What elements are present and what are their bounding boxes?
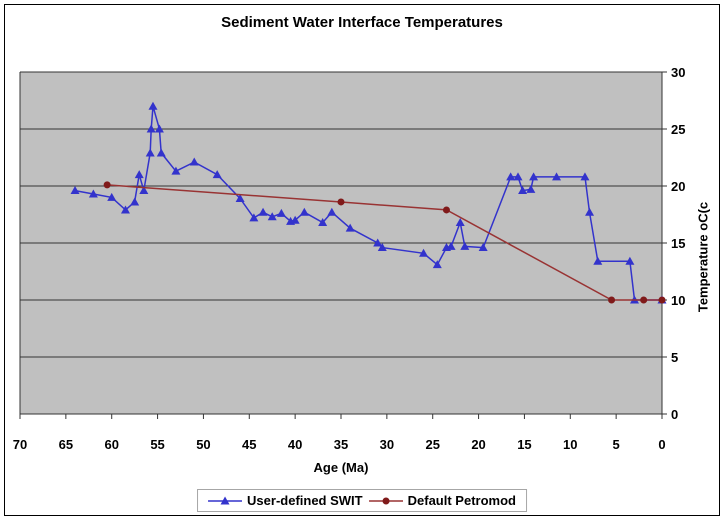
swit-triangle-marker [212,170,222,179]
swit-triangle-marker [518,186,528,195]
petromod-circle-marker [658,296,666,304]
x-tick-label: 60 [104,437,118,452]
petromod-circle-marker [337,198,345,206]
swit-triangle-marker [299,207,309,216]
x-tick-label: 50 [196,437,210,452]
x-tick-label: 25 [425,437,439,452]
legend-label-swit: User-defined SWIT [247,493,363,508]
petromod-line-circle-marker-icon [368,495,403,507]
x-tick-label: 40 [288,437,302,452]
swit-triangle-marker [460,241,470,250]
swit-triangle-marker [327,207,337,216]
legend-label-petromod: Default Petromod [407,493,516,508]
y-tick-label: 15 [671,236,685,251]
x-tick-label: 55 [150,437,164,452]
chart-border [4,4,720,516]
y-tick-label: 0 [671,407,678,422]
swit-triangle-marker [267,212,277,221]
x-tick-label: 30 [380,437,394,452]
chart-title: Sediment Water Interface Temperatures [221,14,503,31]
petromod-circle-marker [103,181,111,189]
y-tick-label: 30 [671,65,685,80]
swit-triangle-marker [585,207,595,216]
swit-triangle-marker [432,260,442,269]
swit-triangle-marker [290,215,300,224]
swit-triangle-marker [513,172,523,181]
swit-triangle-marker [139,186,149,195]
swit-triangle-marker [377,243,387,252]
swit-triangle-marker [107,192,117,201]
swit-line-triangle-marker-icon [208,495,243,507]
x-tick-label: 10 [563,437,577,452]
x-tick-label: 35 [334,437,348,452]
swit-triangle-marker [88,189,98,198]
swit-triangle-marker [120,205,130,214]
swit-triangle-marker [580,172,590,181]
swit-triangle-marker [134,170,144,179]
swit-triangle-marker [145,148,155,157]
x-tick-label: 65 [59,437,73,452]
swit-triangle-marker [130,197,140,206]
swit-triangle-marker [148,101,158,110]
x-axis-title: Age (Ma) [313,460,369,475]
swit-triangle-marker [235,194,245,203]
swit-triangle-marker [345,223,355,232]
swit-triangle-marker [318,217,328,226]
petromod-circle-marker [640,296,648,304]
y-tick-label: 10 [671,293,685,308]
swit-triangle-marker [526,184,536,193]
swit-triangle-marker [446,241,456,250]
swit-triangle-marker [156,148,166,157]
swit-triangle-marker [171,166,181,175]
swit-triangle-marker [276,208,286,217]
y-tick-label: 25 [671,122,685,137]
x-tick-label: 5 [613,437,620,452]
x-tick-label: 70 [13,437,27,452]
legend-item-user-defined-swit: User-defined SWIT [208,493,363,508]
swit-triangle-marker [146,124,156,133]
x-tick-label: 45 [242,437,256,452]
legend: User-defined SWIT Default Petromod [197,489,527,512]
petromod-circle-marker [608,296,616,304]
swit-triangle-marker [593,256,603,265]
swit-triangle-marker [249,213,259,222]
swit-triangle-marker [625,256,635,265]
y-tick-label: 20 [671,179,685,194]
swit-triangle-marker [70,186,80,195]
swit-triangle-marker [478,243,488,252]
swit-triangle-marker [419,248,429,257]
swit-triangle-marker [154,124,164,133]
legend-item-default-petromod: Default Petromod [368,493,516,508]
y-tick-label: 5 [671,350,678,365]
swit-triangle-marker [455,217,465,226]
swit-triangle-marker [258,207,268,216]
x-tick-label: 15 [517,437,531,452]
petromod-circle-marker [442,206,450,214]
swit-triangle-marker [373,238,383,247]
swit-triangle-marker [189,157,199,166]
x-tick-label: 0 [658,437,665,452]
swit-triangle-marker [529,172,539,181]
x-tick-label: 20 [471,437,485,452]
swit-triangle-marker [552,172,562,181]
swit-triangle-marker [506,172,516,181]
